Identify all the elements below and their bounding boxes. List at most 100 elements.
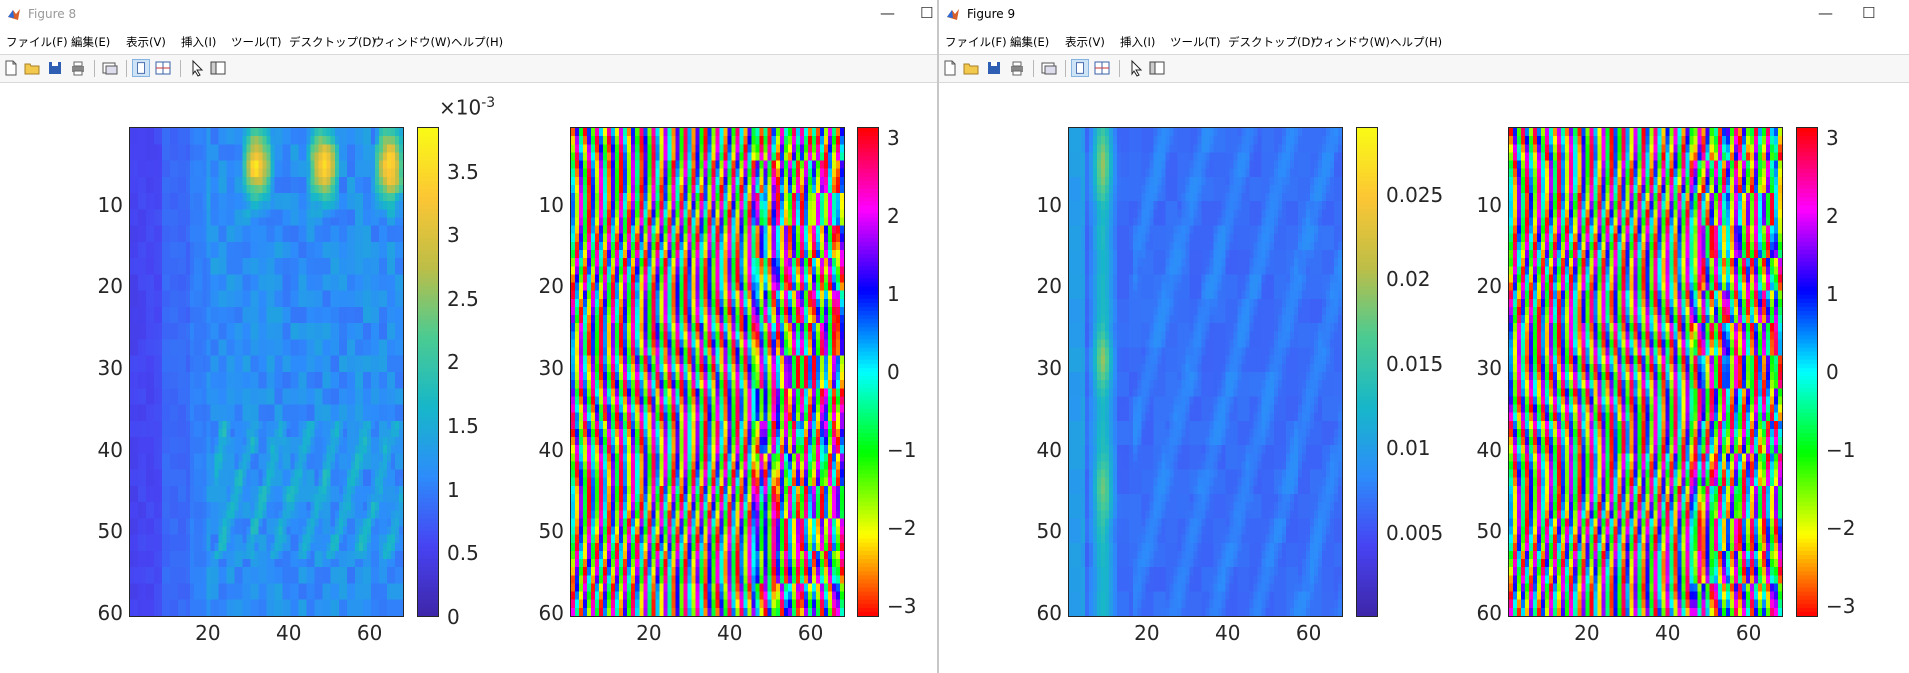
menu-file[interactable]: ファイル(F) — [6, 35, 68, 49]
maximize-button[interactable]: ☐ — [920, 4, 934, 22]
menu-insert[interactable]: 挿入(I) — [181, 35, 217, 49]
heatmap-cell — [318, 550, 324, 560]
heatmap-cell — [362, 323, 368, 332]
heatmap-cell — [787, 176, 793, 186]
heatmap-cell — [194, 599, 199, 609]
heatmap-cell — [366, 290, 372, 300]
heatmap-cell — [182, 412, 187, 422]
menu-tools[interactable]: ツール(T) — [1170, 35, 1221, 49]
heatmap-cell — [370, 526, 376, 536]
heatmap-cell — [158, 412, 163, 422]
title-bar[interactable]: Figure 8 — ☐ — [0, 0, 937, 28]
heatmap-cell — [162, 201, 167, 210]
heatmap-cell — [378, 355, 384, 365]
dock-single-icon[interactable] — [132, 59, 150, 77]
heatmap-cell — [390, 412, 396, 422]
x-tick-label: 20 — [195, 621, 221, 645]
new-file-icon[interactable] — [2, 59, 20, 77]
link-plot-icon[interactable] — [101, 59, 119, 77]
dock-single-icon[interactable] — [1071, 59, 1089, 77]
menu-window[interactable]: ウィンドウ(W) — [373, 35, 451, 49]
heatmap-cell — [214, 193, 219, 202]
menu-insert[interactable]: 挿入(I) — [1120, 35, 1156, 49]
heatmap-cell — [394, 355, 400, 365]
heatmap-cell — [835, 160, 841, 170]
heatmap-cell — [374, 144, 380, 153]
heatmap-cell — [334, 445, 340, 454]
save-icon[interactable] — [985, 59, 1003, 77]
heatmap-cell — [599, 160, 604, 170]
menu-desktop[interactable]: デスクトップ(D) — [289, 35, 376, 49]
print-icon[interactable] — [69, 59, 87, 77]
menu-view[interactable]: 表示(V) — [1065, 35, 1105, 49]
heatmap-cell — [815, 160, 821, 170]
minimize-button[interactable]: — — [880, 4, 895, 22]
colorbar[interactable] — [417, 127, 439, 617]
title-bar[interactable]: Figure 9 — ☐ — [939, 0, 1909, 28]
new-file-icon[interactable] — [941, 59, 959, 77]
heatmap-cell — [266, 567, 272, 576]
heatmap-cell — [166, 193, 171, 202]
heatmap-cell — [138, 331, 143, 341]
heatmap-plot[interactable] — [570, 127, 845, 617]
menu-window[interactable]: ウィンドウ(W) — [1312, 35, 1390, 49]
heatmap-cell — [166, 363, 171, 373]
heatmap-cell — [731, 209, 737, 219]
heatmap-cell — [294, 510, 300, 519]
heatmap-cell — [330, 315, 336, 324]
heatmap-cell — [130, 225, 135, 235]
heatmap-cell — [214, 388, 219, 397]
heatmap-cell — [783, 209, 789, 219]
heatmap-cell — [290, 461, 296, 471]
heatmap-cell — [815, 201, 821, 210]
menu-edit[interactable]: 編集(E) — [1010, 35, 1050, 49]
heatmap-cell — [226, 404, 231, 414]
heatmap-cell — [382, 607, 388, 616]
open-folder-icon[interactable] — [23, 59, 41, 77]
heatmap-cell — [174, 201, 179, 210]
heatmap-cell — [318, 542, 324, 552]
tile-layout-icon[interactable] — [154, 59, 172, 77]
heatmap-cell — [374, 274, 380, 284]
menu-view[interactable]: 表示(V) — [126, 35, 166, 49]
heatmap-cell — [154, 209, 159, 219]
heatmap-cell — [374, 518, 380, 528]
heatmap-cell — [807, 168, 813, 178]
print-icon[interactable] — [1008, 59, 1026, 77]
menu-edit[interactable]: 編集(E) — [71, 35, 111, 49]
heatmap-cell — [575, 201, 580, 210]
save-icon[interactable] — [46, 59, 64, 77]
tile-layout-icon[interactable] — [1093, 59, 1111, 77]
minimize-button[interactable]: — — [1818, 4, 1833, 22]
menu-desktop[interactable]: デスクトップ(D) — [1228, 35, 1315, 49]
open-folder-icon[interactable] — [962, 59, 980, 77]
menu-help[interactable]: ヘルプ(H) — [1390, 35, 1443, 49]
heatmap-cell — [350, 575, 356, 585]
heatmap-cell — [194, 209, 199, 219]
heatmap-cell — [390, 526, 396, 536]
heatmap-cell — [194, 526, 199, 536]
heatmap-cell — [306, 607, 312, 616]
property-inspector-icon[interactable] — [209, 59, 227, 77]
menu-tools[interactable]: ツール(T) — [231, 35, 282, 49]
heatmap-cell — [178, 233, 183, 243]
heatmap-cell — [322, 510, 328, 519]
heatmap-plot[interactable] — [129, 127, 404, 617]
pointer-icon[interactable] — [1127, 59, 1145, 77]
heatmap-cell — [130, 477, 135, 487]
heatmap-cell — [278, 494, 284, 503]
pointer-icon[interactable] — [188, 59, 206, 77]
menu-file[interactable]: ファイル(F) — [945, 35, 1007, 49]
menu-help[interactable]: ヘルプ(H) — [451, 35, 504, 49]
heatmap-cell — [338, 372, 344, 381]
heatmap-cell — [150, 339, 155, 349]
link-plot-icon[interactable] — [1040, 59, 1058, 77]
heatmap-cell — [170, 193, 175, 202]
heatmap-cell — [258, 315, 264, 324]
maximize-button[interactable]: ☐ — [1862, 4, 1876, 22]
heatmap-cell — [366, 298, 372, 308]
property-inspector-icon[interactable] — [1148, 59, 1166, 77]
heatmap-cell — [174, 437, 179, 446]
heatmap-cell — [270, 363, 276, 373]
heatmap-cell — [350, 477, 356, 487]
